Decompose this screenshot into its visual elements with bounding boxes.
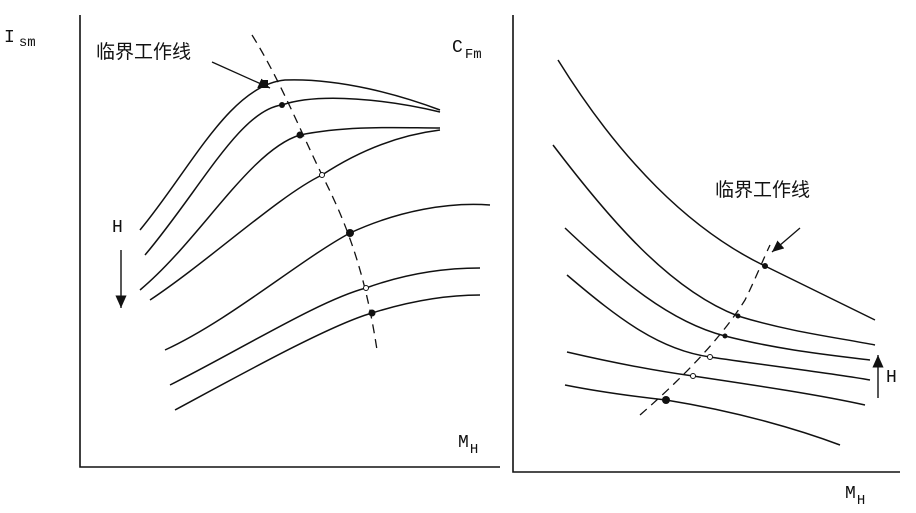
- annotation-arrow: [771, 227, 801, 253]
- critical-line: [251, 34, 378, 351]
- right-plot: C Fm MH 临界工作线 H: [452, 15, 900, 509]
- y-label: C Fm: [452, 38, 482, 63]
- axes: [79, 15, 500, 468]
- axes: [512, 15, 900, 473]
- x-label: MH: [845, 484, 865, 509]
- annotation-arrow: [211, 61, 271, 89]
- parameter-label: H: [112, 218, 123, 238]
- curves: [552, 59, 876, 446]
- critical-line: [639, 244, 771, 416]
- critical-points: [662, 263, 768, 404]
- critical-points: [262, 80, 376, 317]
- x-label: MH: [458, 433, 478, 458]
- curves: [139, 79, 491, 411]
- parameter-label: H: [886, 368, 897, 388]
- annotation: 临界工作线: [715, 179, 810, 201]
- annotation: 临界工作线: [96, 41, 191, 63]
